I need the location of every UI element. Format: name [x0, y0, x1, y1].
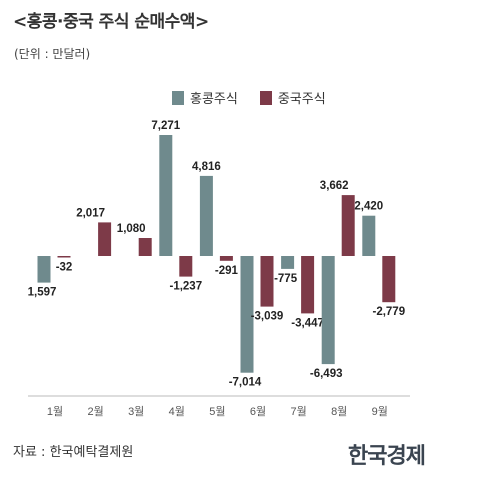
bar-hk-7 — [281, 256, 295, 269]
chart-title: <홍콩·중국 주식 순매수액> — [13, 12, 209, 32]
x-tick-label-4: 4월 — [169, 405, 185, 418]
x-tick-label-3: 3월 — [128, 405, 144, 418]
x-tick-label-6: 6월 — [250, 405, 266, 418]
legend-swatch-hk — [172, 90, 184, 105]
legend-item-hk: 홍콩주식 — [172, 88, 238, 107]
legend-item-cn: 중국주식 — [259, 88, 326, 107]
bar-hk-6 — [240, 256, 254, 373]
value-label-cn-2: 2,017 — [76, 207, 105, 219]
value-label-cn-7: -3,447 — [291, 317, 324, 329]
bar-cn-7 — [301, 256, 315, 314]
bar-cn-1 — [57, 256, 71, 258]
unit-label: (단위 : 만달러) — [14, 47, 91, 61]
bar-cn-3 — [138, 238, 152, 256]
value-label-cn-1: -32 — [56, 262, 73, 274]
legend: 홍콩주식 중국주식 — [172, 88, 348, 107]
bar-cn-6 — [260, 256, 274, 307]
value-label-hk-5: 4,816 — [192, 161, 221, 173]
bar-cn-5 — [219, 256, 233, 261]
value-label-hk-9: 2,420 — [354, 201, 383, 213]
bar-hk-9 — [362, 215, 376, 256]
value-label-hk-7: -775 — [274, 273, 298, 285]
legend-swatch-cn — [259, 90, 272, 105]
x-tick-label-2: 2월 — [87, 405, 103, 418]
x-tick-label-8: 8월 — [331, 405, 347, 418]
value-label-hk-8: -6,493 — [310, 368, 343, 380]
bar-hk-5 — [199, 175, 213, 256]
value-label-cn-3: 1,080 — [117, 223, 146, 235]
value-label-cn-4: -1,237 — [169, 281, 202, 293]
value-label-hk-1: 1,597 — [28, 287, 57, 299]
bar-cn-4 — [179, 256, 193, 277]
legend-label-cn: 중국주식 — [277, 92, 326, 107]
value-label-cn-8: 3,662 — [320, 180, 349, 192]
bar-hk-1 — [37, 256, 51, 283]
publisher-logo: 한국경제 — [348, 443, 426, 469]
x-tick-label-5: 5월 — [209, 405, 225, 418]
x-tick-label-7: 7월 — [290, 405, 306, 418]
value-label-hk-6: -7,014 — [229, 377, 262, 389]
x-tick-label-1: 1월 — [47, 405, 63, 418]
x-tick-label-9: 9월 — [372, 405, 388, 418]
value-label-cn-6: -3,039 — [251, 311, 284, 323]
value-label-cn-5: -291 — [215, 265, 239, 277]
value-label-hk-4: 7,271 — [151, 120, 180, 132]
legend-label-hk: 홍콩주식 — [190, 92, 238, 107]
bar-cn-9 — [382, 256, 396, 303]
bar-cn-2 — [98, 222, 112, 256]
value-label-cn-9: -2,779 — [372, 306, 405, 318]
source-note: 자료 : 한국예탁결제원 — [13, 445, 134, 460]
bar-hk-8 — [321, 256, 335, 365]
bar-cn-8 — [341, 195, 355, 256]
bar-hk-4 — [159, 135, 173, 256]
